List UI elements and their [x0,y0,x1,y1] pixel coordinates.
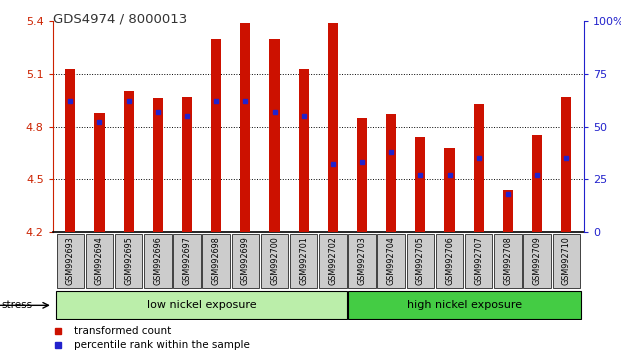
Bar [299,69,309,232]
Text: GSM992703: GSM992703 [358,236,366,285]
Bar [561,97,571,232]
Text: GSM992694: GSM992694 [95,236,104,285]
Bar [240,23,250,232]
FancyBboxPatch shape [261,234,288,288]
Bar [94,113,104,232]
FancyBboxPatch shape [407,234,434,288]
Bar [357,118,367,232]
FancyBboxPatch shape [86,234,113,288]
Text: transformed count: transformed count [74,326,171,336]
FancyBboxPatch shape [553,234,580,288]
Text: GSM992697: GSM992697 [183,236,191,285]
Text: low nickel exposure: low nickel exposure [147,300,256,310]
FancyBboxPatch shape [348,291,581,319]
Text: GSM992702: GSM992702 [329,236,337,285]
Text: GSM992707: GSM992707 [474,236,483,285]
Text: GSM992706: GSM992706 [445,236,454,285]
Text: stress: stress [2,300,33,310]
Bar [415,137,425,232]
Text: GSM992710: GSM992710 [562,236,571,285]
FancyBboxPatch shape [173,234,201,288]
FancyBboxPatch shape [348,234,376,288]
Text: GDS4974 / 8000013: GDS4974 / 8000013 [53,12,187,25]
Bar [328,23,338,232]
FancyBboxPatch shape [378,234,405,288]
Bar [153,98,163,232]
FancyBboxPatch shape [465,234,492,288]
Bar [270,39,279,232]
Bar [445,148,455,232]
Text: GSM992696: GSM992696 [153,236,162,285]
Text: GSM992701: GSM992701 [299,236,308,285]
FancyBboxPatch shape [144,234,171,288]
Text: GSM992699: GSM992699 [241,236,250,285]
Bar [474,104,484,232]
FancyBboxPatch shape [290,234,317,288]
Text: percentile rank within the sample: percentile rank within the sample [74,340,250,350]
Bar [211,39,221,232]
Text: GSM992693: GSM992693 [66,236,75,285]
FancyBboxPatch shape [232,234,259,288]
Text: GSM992695: GSM992695 [124,236,133,285]
FancyBboxPatch shape [319,234,347,288]
Bar [386,114,396,232]
Bar [532,135,542,232]
FancyBboxPatch shape [57,234,84,288]
FancyBboxPatch shape [436,234,463,288]
FancyBboxPatch shape [494,234,522,288]
Bar [65,69,75,232]
Bar [503,190,513,232]
FancyBboxPatch shape [115,234,142,288]
Text: GSM992705: GSM992705 [416,236,425,285]
Text: GSM992698: GSM992698 [212,236,220,285]
Text: GSM992704: GSM992704 [387,236,396,285]
FancyBboxPatch shape [56,291,347,319]
FancyBboxPatch shape [524,234,551,288]
Bar [182,97,192,232]
FancyBboxPatch shape [202,234,230,288]
Bar [124,91,134,232]
Text: GSM992709: GSM992709 [533,236,542,285]
Text: GSM992700: GSM992700 [270,236,279,285]
Text: GSM992708: GSM992708 [504,236,512,285]
Text: high nickel exposure: high nickel exposure [407,300,522,310]
